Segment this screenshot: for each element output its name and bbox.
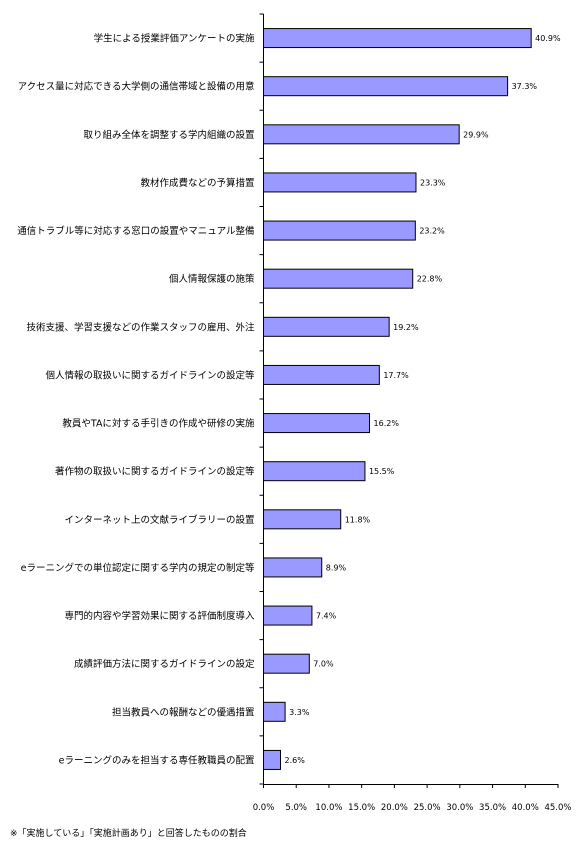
footnote: ※「実施している」「実施計画あり」と回答したものの割合	[10, 829, 247, 839]
value-label: 16.2%	[374, 419, 400, 428]
bar	[263, 605, 313, 626]
category-label: 教材作成費などの予算措置	[140, 177, 254, 189]
value-label: 7.0%	[313, 660, 334, 669]
bar	[263, 268, 414, 289]
x-tick-label: 35.0%	[479, 803, 506, 813]
bar	[263, 701, 286, 722]
value-label: 15.5%	[369, 467, 395, 476]
value-label: 40.9%	[535, 34, 561, 43]
category-label: 取り組み全体を調整する学内組織の設置	[83, 129, 254, 141]
bar	[263, 557, 323, 578]
category-labels: 学生による授業評価アンケートの実施アクセス量に対応できる大学側の通信帯域と設備の…	[17, 33, 255, 767]
x-tick-label: 40.0%	[512, 803, 539, 813]
value-label: 17.7%	[383, 371, 409, 380]
bar	[263, 172, 417, 193]
category-label: 個人情報保護の施策	[169, 273, 255, 285]
value-label: 29.9%	[463, 130, 489, 139]
bar	[263, 316, 390, 337]
value-label: 22.8%	[417, 275, 443, 284]
value-label: 2.6%	[285, 756, 306, 765]
x-tick-label: 45.0%	[544, 803, 571, 813]
category-label: 担当教員への報酬などの優遇措置	[112, 706, 255, 718]
bars-layer	[263, 28, 532, 770]
value-label: 11.8%	[345, 515, 371, 524]
category-label: 成績評価方法に関するガイドラインの設定	[74, 658, 255, 670]
bar	[263, 76, 509, 97]
x-tick-label: 5.0%	[285, 803, 307, 813]
value-label: 37.3%	[512, 82, 538, 91]
x-tick-label: 25.0%	[414, 803, 441, 813]
category-label: 学生による授業評価アンケートの実施	[94, 33, 255, 45]
bar	[263, 28, 532, 49]
value-label: 23.3%	[420, 178, 446, 187]
category-label: 個人情報の取扱いに関するガイドラインの設定等	[45, 369, 255, 381]
category-label: インターネット上の文献ライブラリーの設置	[64, 514, 254, 526]
category-label: 技術支援、学習支援などの作業スタッフの雇用、外注	[26, 321, 255, 333]
category-label: 専門的内容や学習効果に関する評価制度導入	[64, 610, 255, 622]
value-label: 8.9%	[326, 563, 347, 572]
value-label: 23.2%	[419, 227, 445, 236]
x-tick-label: 15.0%	[348, 803, 375, 813]
bar	[263, 124, 460, 145]
bar	[263, 509, 342, 530]
bar	[263, 653, 310, 674]
value-label: 7.4%	[316, 612, 337, 621]
category-label: アクセス量に対応できる大学側の通信帯域と設備の用意	[18, 81, 255, 93]
category-label: 通信トラブル等に対応する窓口の設置やマニュアル整備	[17, 225, 254, 237]
value-label: 19.2%	[393, 323, 419, 332]
category-label: 著作物の取扱いに関するガイドラインの設定等	[55, 466, 255, 478]
bar	[263, 461, 366, 482]
x-tick-label: 20.0%	[381, 803, 408, 813]
category-label: 教員やTAに対する手引きの作成や研修の実施	[62, 418, 255, 430]
x-tick-label: 0.0%	[253, 803, 275, 813]
value-labels: 40.9% 37.3% 29.9% 23.3% 23.2% 22.8% 19.2% 17.7%…	[285, 34, 561, 765]
bar	[263, 749, 282, 770]
x-tick-label: 10.0%	[315, 803, 342, 813]
category-label: eラーニングでの単位認定に関する学内の規定の制定等	[21, 562, 255, 574]
x-tick-label: 30.0%	[446, 803, 473, 813]
x-axis-ticks: 0.0% 5.0% 10.0% 15.0% 20.0% 25.0% 30.0% 35.0% 40…	[253, 13, 572, 813]
category-label: eラーニングのみを担当する専任教職員の配置	[59, 754, 255, 766]
bar	[263, 220, 416, 241]
bar	[263, 364, 380, 385]
bar	[263, 413, 371, 434]
value-label: 3.3%	[289, 708, 310, 717]
